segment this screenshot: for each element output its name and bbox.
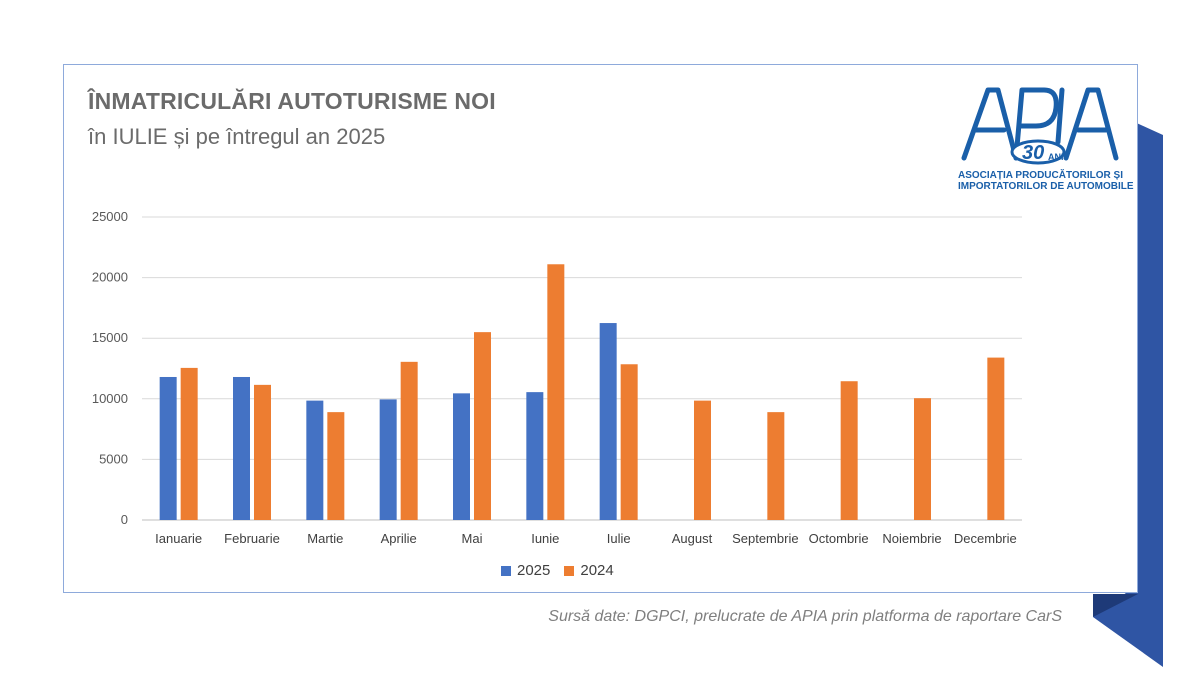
bar-2024-aprilie	[400, 361, 418, 520]
logo-letter-a2	[1063, 87, 1119, 161]
bar-2024-noiembrie	[914, 398, 931, 520]
logo-letter-p	[1013, 87, 1059, 161]
bar-2024-iunie	[547, 264, 565, 520]
bar-2025-ianuarie	[159, 376, 177, 520]
bar-2024-ianuarie	[180, 367, 198, 520]
x-tick-label: Octombrie	[809, 531, 869, 546]
y-tick-label: 0	[121, 512, 128, 527]
chart-legend: 2025 2024	[501, 562, 628, 579]
bar-2024-februarie	[254, 384, 271, 520]
ribbon-main	[1093, 120, 1163, 667]
bar-2024-august	[694, 400, 711, 520]
y-tick-label: 25000	[92, 209, 128, 224]
y-tick-label: 10000	[92, 391, 128, 406]
source-note: Sursă date: DGPCI, prelucrate de APIA pr…	[548, 608, 1062, 625]
legend-item-2025: 2025	[501, 562, 550, 579]
logo-badge-suffix: ANI	[1048, 152, 1064, 162]
apia-logo: 30 ANI	[961, 87, 1119, 165]
bar-2025-iulie	[599, 323, 617, 520]
bar-2025-februarie	[233, 376, 250, 520]
y-tick-label: 5000	[99, 451, 128, 466]
chart-subtitle: în IULIE și pe întregul an 2025	[88, 124, 386, 149]
x-tick-label: Mai	[462, 531, 483, 546]
logo-caption-line-2: IMPORTATORILOR DE AUTOMOBILE	[958, 181, 1134, 192]
x-tick-label: Septembrie	[732, 531, 798, 546]
legend-label-2024: 2024	[580, 562, 614, 579]
x-tick-label: Iulie	[607, 531, 631, 546]
x-tick-label: Noiembrie	[882, 531, 941, 546]
legend-swatch-2025	[501, 565, 511, 576]
bar-2025-mai	[453, 393, 470, 520]
logo-caption-line-1: ASOCIAȚIA PRODUCĂTORILOR ȘI	[958, 170, 1124, 181]
x-tick-label: Decembrie	[954, 531, 1017, 546]
x-tick-label: Februarie	[224, 531, 280, 546]
legend-swatch-2024	[564, 565, 575, 576]
bar-2024-martie	[327, 412, 345, 520]
x-tick-label: Aprilie	[381, 531, 417, 546]
logo-badge	[1010, 139, 1066, 165]
logo-letter-a1	[961, 87, 1019, 161]
y-tick-label: 20000	[92, 270, 128, 285]
legend-item-2024: 2024	[564, 562, 614, 579]
bar-2024-decembrie	[987, 357, 1005, 520]
bar-2025-iunie	[526, 392, 544, 520]
logo-badge-number: 30	[1022, 142, 1044, 164]
y-tick-label: 15000	[92, 330, 128, 345]
x-tick-label: Iunie	[531, 531, 559, 546]
legend-label-2025: 2025	[517, 562, 551, 579]
logo-letter-i	[1055, 87, 1065, 145]
x-tick-label: August	[672, 531, 713, 546]
bar-2024-iulie	[620, 364, 638, 520]
bar-2025-aprilie	[379, 399, 397, 520]
bar-2024-mai	[474, 332, 491, 520]
x-tick-label: Martie	[307, 531, 343, 546]
chart-title: ÎNMATRICULĂRI AUTOTURISME NOI	[88, 88, 496, 114]
ribbon-fold	[1093, 594, 1138, 617]
bar-2024-octombrie	[840, 381, 858, 520]
bar-2024-septembrie	[767, 412, 785, 520]
bar-2025-martie	[306, 400, 324, 520]
x-tick-label: Ianuarie	[155, 531, 202, 546]
